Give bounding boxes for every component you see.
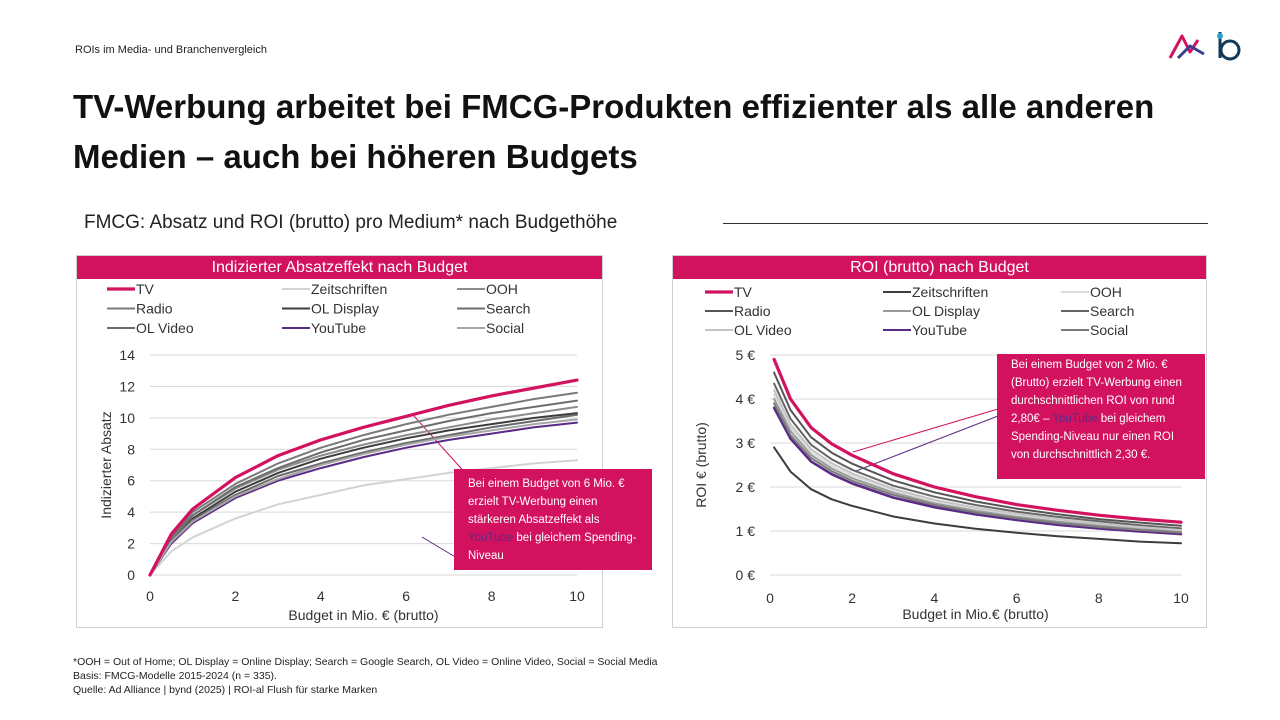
roi-legend-label: Radio — [734, 303, 771, 319]
subtitle-rule — [723, 223, 1208, 224]
roi-series-line-ol-display — [773, 398, 1182, 533]
chart-subtitle: FMCG: Absatz und ROI (brutto) pro Medium… — [84, 212, 618, 233]
roi-legend-label: OOH — [1090, 284, 1122, 300]
roi-xtick-label: 6 — [1013, 590, 1021, 606]
absatz-ytick-label: 4 — [127, 504, 135, 520]
roi-yaxis-label: ROI € (brutto) — [693, 422, 709, 508]
absatz-legend-label: OOH — [486, 281, 518, 297]
roi-ytick-label: 1 € — [736, 523, 756, 539]
absatz-series-line-radio — [149, 391, 578, 576]
absatz-xtick-label: 10 — [569, 588, 585, 604]
roi-callout-leader — [855, 415, 999, 472]
roi-xtick-label: 8 — [1095, 590, 1103, 606]
roi-ytick-label: 0 € — [736, 567, 756, 583]
roi-chart-title: ROI (brutto) nach Budget — [673, 256, 1206, 279]
roi-legend-label: TV — [734, 284, 753, 300]
absatz-xtick-label: 6 — [402, 588, 410, 604]
roi-callout-text: Bei einem Budget von 2 Mio. € (Brutto) e… — [1011, 359, 1182, 425]
absatz-callout-youtube: YouTube — [468, 532, 514, 544]
absatz-series-line-zeitschriften — [149, 459, 578, 576]
absatz-callout: Bei einem Budget von 6 Mio. € erzielt TV… — [454, 469, 652, 570]
absatz-series-line-ol-video — [149, 413, 578, 576]
absatz-yaxis-label: Indizierter Absatz — [98, 411, 114, 518]
absatz-xtick-label: 0 — [146, 588, 154, 604]
roi-legend-label: OL Display — [912, 303, 980, 319]
absatz-callout-text: Bei einem Budget von 6 Mio. € erzielt TV… — [468, 478, 625, 526]
roi-legend-label: OL Video — [734, 322, 792, 338]
absatz-series-line-tv — [148, 378, 579, 577]
footnote-abbrev: *OOH = Out of Home; OL Display = Online … — [73, 656, 658, 668]
absatz-callout-text-end: bei gleichem Spending-Niveau — [468, 532, 637, 562]
roi-legend-label: Search — [1090, 303, 1134, 319]
absatz-xtick-label: 2 — [232, 588, 240, 604]
roi-ytick-label: 4 € — [736, 391, 756, 407]
absatz-ytick-label: 10 — [119, 410, 135, 426]
absatz-legend-label: Search — [486, 301, 530, 317]
roi-xtick-label: 2 — [848, 590, 856, 606]
absatz-legend-label: Social — [486, 320, 524, 336]
roi-series-line-tv — [772, 357, 1183, 524]
roi-xaxis-label: Budget in Mio.€ (brutto) — [902, 606, 1048, 622]
roi-series-line-search — [773, 382, 1182, 530]
roi-series-line-social — [773, 402, 1182, 534]
roi-chart-panel: ROI (brutto) nach Budget 0 € 1 € 2 € 3 € 4 €… — [672, 255, 1207, 628]
brand-logo — [1168, 32, 1241, 61]
absatz-ytick-label: 0 — [127, 567, 135, 583]
absatz-ytick-label: 2 — [127, 536, 135, 552]
absatz-ytick-label: 12 — [119, 378, 135, 394]
roi-legend-label: Zeitschriften — [912, 284, 988, 300]
absatz-xaxis-label: Budget in Mio. € (brutto) — [288, 607, 438, 623]
absatz-series-line-social — [149, 418, 578, 576]
roi-legend-label: YouTube — [912, 322, 967, 338]
roi-callout-youtube: YouTube — [1052, 413, 1098, 425]
roi-callout: Bei einem Budget von 2 Mio. € (Brutto) e… — [997, 354, 1205, 479]
absatz-legend-label: OL Display — [311, 301, 379, 317]
roi-legend-label: Social — [1090, 322, 1128, 338]
roi-callout-leader — [852, 408, 999, 453]
absatz-series-line-search — [149, 399, 578, 576]
absatz-xtick-label: 8 — [488, 588, 496, 604]
page-title: TV-Werbung arbeitet bei FMCG-Produkten e… — [73, 88, 1155, 175]
roi-callout-text-end: bei gleichem Spending-Niveau nur einen R… — [1011, 413, 1175, 461]
absatz-ytick-label: 8 — [127, 441, 135, 457]
kicker: ROIs im Media- und Branchenvergleich — [75, 44, 267, 56]
absatz-legend-label: OL Video — [136, 320, 194, 336]
roi-xtick-label: 0 — [766, 590, 774, 606]
absatz-legend-label: Radio — [136, 301, 173, 317]
roi-ytick-label: 2 € — [736, 479, 756, 495]
roi-series-line-youtube — [772, 406, 1183, 536]
roi-series-line-radio — [773, 371, 1182, 527]
absatz-legend-label: YouTube — [311, 320, 366, 336]
roi-xtick-label: 4 — [931, 590, 939, 606]
absatz-ytick-label: 6 — [127, 473, 135, 489]
absatz-legend-label: TV — [136, 281, 155, 297]
absatz-xtick-label: 4 — [317, 588, 325, 604]
footnote-basis: Basis: FMCG-Modelle 2015-2024 (n = 335). — [73, 670, 277, 682]
absatz-chart-title: Indizierter Absatzeffekt nach Budget — [77, 256, 602, 279]
roi-ytick-label: 5 € — [736, 347, 756, 363]
roi-series-line-zeitschriften — [773, 446, 1182, 545]
absatz-chart-panel: Indizierter Absatzeffekt nach Budget 0 2 4… — [76, 255, 603, 628]
absatz-series-line-youtube — [149, 421, 578, 576]
absatz-ytick-label: 14 — [119, 347, 135, 363]
roi-ytick-label: 3 € — [736, 435, 756, 451]
absatz-legend-label: Zeitschriften — [311, 281, 387, 297]
roi-xtick-label: 10 — [1173, 590, 1189, 606]
absatz-chart: 0 2 4 6 8 10 12 14 0 2 4 6 8 10 Budget in Mio. € (brut… — [98, 281, 585, 623]
footnote-source: Quelle: Ad Alliance | bynd (2025) | ROI-… — [73, 684, 378, 696]
roi-series-line-ol-video — [773, 389, 1182, 532]
